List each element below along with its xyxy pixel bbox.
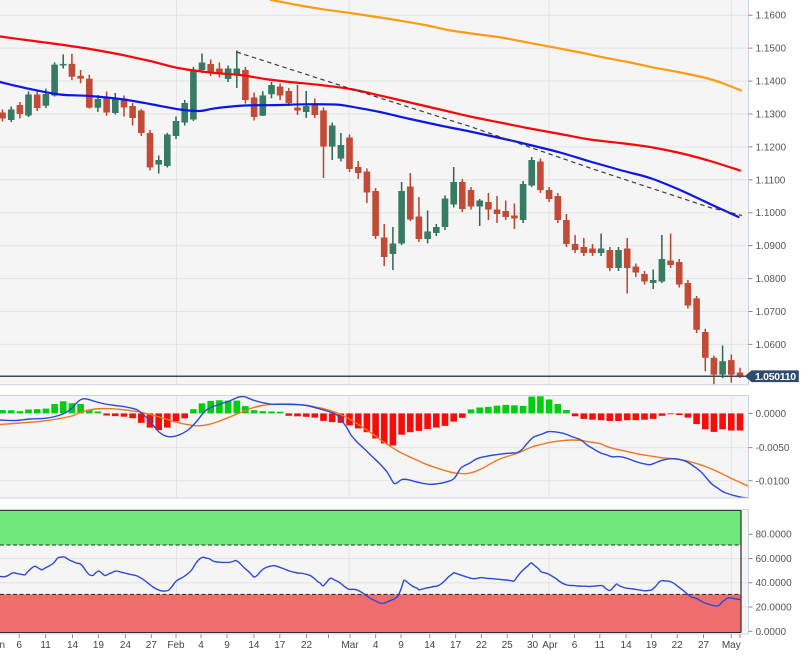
svg-text:19: 19	[646, 640, 658, 651]
svg-text:22: 22	[301, 640, 313, 651]
svg-text:1.1500: 1.1500	[756, 44, 787, 55]
svg-text:27: 27	[698, 640, 710, 651]
svg-text:1.0700: 1.0700	[756, 307, 787, 318]
svg-text:27: 27	[146, 640, 158, 651]
svg-text:80.0000: 80.0000	[756, 530, 793, 541]
svg-text:1.1600: 1.1600	[756, 11, 787, 22]
svg-text:22: 22	[476, 640, 488, 651]
svg-text:24: 24	[120, 640, 132, 651]
svg-text:22: 22	[672, 640, 684, 651]
svg-text:14: 14	[248, 640, 260, 651]
svg-text:1.0800: 1.0800	[756, 274, 787, 285]
svg-text:0.0000: 0.0000	[756, 409, 787, 420]
svg-text:0.0000: 0.0000	[756, 627, 787, 638]
svg-text:14: 14	[67, 640, 79, 651]
svg-text:4: 4	[198, 640, 204, 651]
svg-text:20.0000: 20.0000	[756, 603, 793, 614]
svg-text:40.0000: 40.0000	[756, 578, 793, 589]
svg-text:25: 25	[502, 640, 514, 651]
svg-text:19: 19	[93, 640, 105, 651]
svg-text:17: 17	[450, 640, 462, 651]
svg-text:9: 9	[224, 640, 230, 651]
svg-text:14: 14	[621, 640, 633, 651]
svg-text:60.0000: 60.0000	[756, 554, 793, 565]
svg-text:May: May	[722, 640, 741, 651]
svg-text:-0.0100: -0.0100	[756, 476, 790, 487]
svg-text:1.1000: 1.1000	[756, 208, 787, 219]
svg-text:Jan: Jan	[0, 640, 5, 651]
svg-text:-0.0050: -0.0050	[756, 443, 790, 454]
svg-text:1.0900: 1.0900	[756, 241, 787, 252]
svg-text:6: 6	[16, 640, 22, 651]
svg-text:14: 14	[424, 640, 436, 651]
svg-text:1.050110: 1.050110	[755, 371, 796, 383]
svg-text:1.1100: 1.1100	[756, 175, 786, 186]
svg-text:1.1200: 1.1200	[756, 142, 787, 153]
svg-text:17: 17	[274, 640, 286, 651]
svg-text:1.0600: 1.0600	[756, 340, 787, 351]
svg-text:11: 11	[40, 640, 51, 651]
svg-text:4: 4	[373, 640, 379, 651]
svg-text:9: 9	[398, 640, 404, 651]
svg-text:1.1400: 1.1400	[756, 77, 787, 88]
svg-text:6: 6	[572, 640, 578, 651]
svg-text:Feb: Feb	[167, 640, 185, 651]
svg-text:Mar: Mar	[341, 640, 359, 651]
svg-text:11: 11	[595, 640, 606, 651]
svg-text:Apr: Apr	[542, 640, 558, 651]
svg-text:1.1300: 1.1300	[756, 110, 787, 121]
svg-text:30: 30	[527, 640, 539, 651]
